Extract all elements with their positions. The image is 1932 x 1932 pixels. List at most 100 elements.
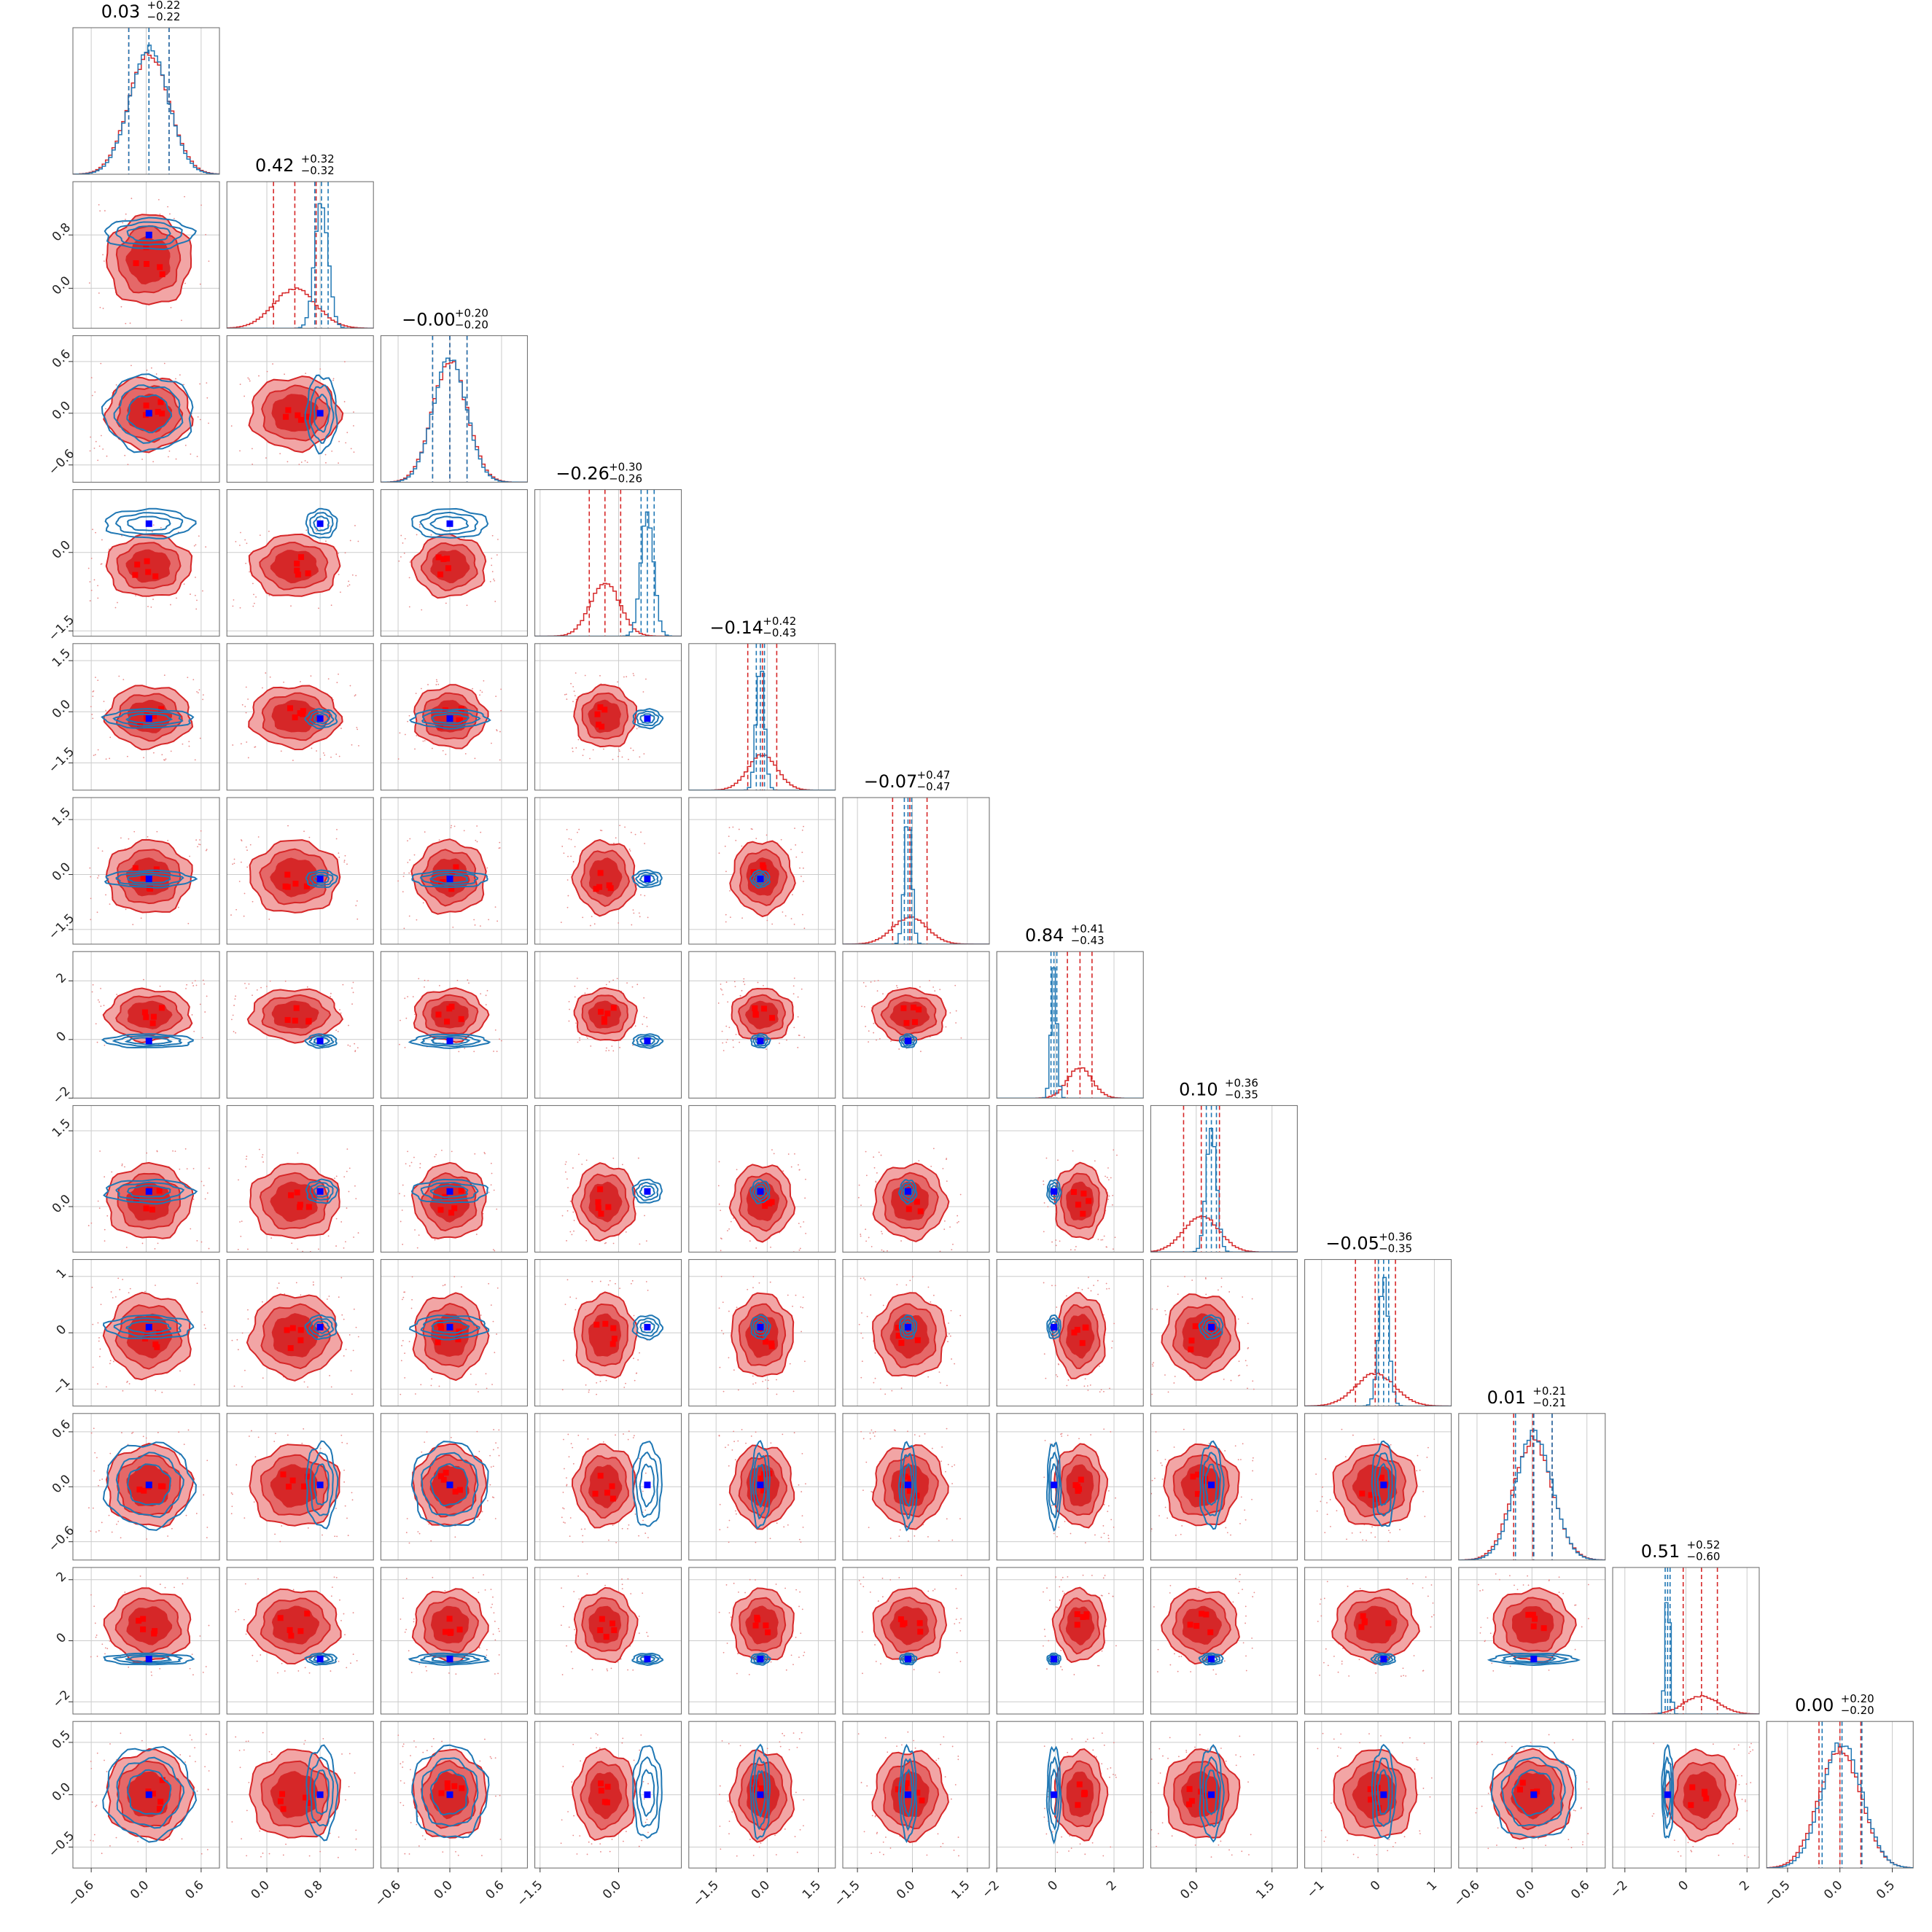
red-sample-point [494,1352,496,1354]
blue-contour [1049,1320,1059,1334]
red-sample-point [237,1349,239,1351]
red-sample-point [1043,1231,1045,1233]
red-sample-point [918,1160,920,1162]
panel-title-plus: +0.36 [1379,1231,1412,1244]
panel-frame [380,951,528,1099]
red-marker [1083,1611,1090,1618]
red-sample-point [491,534,494,537]
red-sample-point [151,531,153,533]
red-sample-point [878,1151,880,1153]
red-sample-point [196,1239,198,1242]
red-sample-point [195,576,196,578]
red-sample-point [1097,1239,1099,1240]
red-sample-point [1094,1534,1096,1536]
red-sample-point [490,1589,492,1591]
red-sample-point [493,1612,495,1614]
red-marker [1361,1618,1368,1624]
red-sample-point [287,1434,289,1436]
y-tick-label: 0.0 [50,538,74,562]
red-sample-point [725,914,727,916]
red-sample-point [590,1045,592,1047]
contour-panel-8-4 [688,1259,836,1407]
panel-frame [72,643,220,791]
red-sample-point [486,867,488,869]
red-sample-point [907,1540,909,1542]
red-sample-point [129,1288,131,1290]
red-sample-point [586,1037,588,1039]
red-sample-point [795,1294,797,1296]
red-sample-point [577,1041,579,1043]
red-sample-point [752,1375,754,1377]
red-sample-point [268,530,270,532]
blue-contour [755,1185,766,1199]
red-sample-point [927,1590,930,1592]
red-sample-point [572,1211,574,1213]
red-sample-point [141,1740,143,1742]
red-sample-point [874,1644,876,1645]
red-sample-point [1375,1672,1376,1674]
red-sample-point [568,1456,570,1458]
red-sample-point [956,1651,958,1654]
red-sample-point [475,839,477,841]
red-sample-point [97,877,98,879]
contour-panel-9-0: −0.60.00.6 [46,1413,220,1561]
red-sample-point [494,580,496,582]
red-sample-point [583,749,585,751]
red-sample-point [895,1430,896,1432]
blue-contour [313,515,330,531]
red-sample-point [485,994,487,997]
blue-contour [115,1181,185,1201]
red-sample-point [104,210,106,211]
red-sample-point [634,1379,636,1382]
red-sample-point [491,1384,493,1385]
red-sample-point [919,1435,921,1437]
panel-content [1150,1259,1298,1406]
red-sample-point [631,1279,634,1282]
panel-content [843,1259,989,1406]
red-sample-point [779,1043,780,1044]
blue-contour [308,1654,335,1664]
red-sample-point [120,305,122,308]
red-sample-point [192,1167,195,1169]
red-sample-point [416,735,418,736]
red-sample-point [782,911,784,913]
red-sample-point [1110,1177,1112,1179]
red-sample-point [424,1441,426,1444]
truth-marker [316,715,324,722]
red-sample-point [303,830,305,833]
red-sample-point [425,1666,427,1667]
red-sample-point [141,459,143,460]
red-sample-point [354,1849,357,1851]
red-marker [294,567,300,574]
red-sample-point [337,1030,339,1032]
blue-contour [101,708,195,729]
red-sample-point [802,1527,804,1528]
red-sample-point [1106,1288,1107,1290]
panel-title-minus: −0.35 [1379,1242,1412,1255]
red-marker [765,1629,771,1635]
red-marker [763,1339,769,1345]
red-sample-point [200,204,202,206]
red-sample-point [402,1597,404,1600]
red-sample-point [639,1457,641,1460]
red-sample-point [562,1605,564,1608]
red-marker [598,1008,604,1015]
red-sample-point [282,1854,284,1856]
red-sample-point [1177,1670,1179,1672]
red-sample-point [192,1674,194,1676]
red-sample-point [105,1386,107,1388]
red-marker [293,1005,300,1011]
red-marker [133,260,139,266]
red-sample-point [164,759,165,761]
red-sample-point [492,1249,494,1250]
red-sample-point [1180,1533,1182,1535]
red-sample-point [279,453,281,455]
panel-content [534,951,682,1099]
red-sample-point [206,1527,209,1528]
red-sample-point [862,1277,865,1279]
blue-contour [752,1035,768,1047]
red-sample-point [96,1655,98,1657]
red-sample-point [805,1178,806,1180]
red-marker [1083,1325,1089,1331]
red-sample-point [90,1530,92,1532]
